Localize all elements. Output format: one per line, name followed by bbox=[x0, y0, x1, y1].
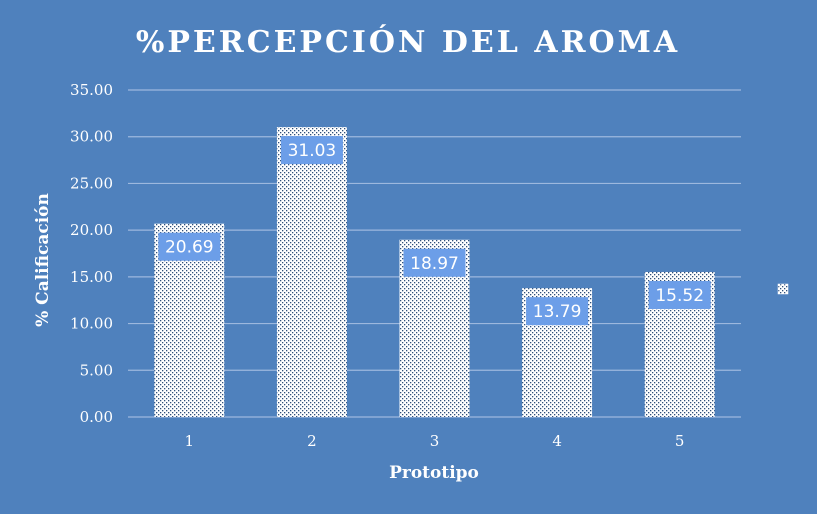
y-axis-title: % Calificación bbox=[33, 193, 53, 327]
data-label-box bbox=[403, 248, 466, 277]
data-label: 31.03 bbox=[288, 141, 337, 161]
data-label: 18.97 bbox=[410, 254, 459, 274]
x-axis-ticks: 1 2 3 4 5 bbox=[185, 432, 685, 450]
y-tick-label: 30.00 bbox=[70, 128, 113, 146]
data-label-box bbox=[648, 280, 711, 309]
legend-swatch bbox=[777, 283, 789, 295]
y-tick-label: 15.00 bbox=[70, 268, 113, 286]
x-tick-label: 2 bbox=[307, 432, 317, 450]
data-label: 13.79 bbox=[533, 302, 582, 322]
y-tick-label: 10.00 bbox=[70, 315, 113, 333]
x-tick-label: 3 bbox=[430, 432, 440, 450]
y-tick-label: 20.00 bbox=[70, 221, 113, 239]
bar bbox=[276, 127, 347, 418]
y-tick-label: 0.00 bbox=[80, 408, 113, 426]
x-tick-label: 5 bbox=[675, 432, 685, 450]
data-labels: 20.69 31.03 18.97 13.79 15.52 bbox=[158, 136, 711, 326]
x-tick-label: 4 bbox=[552, 432, 562, 450]
y-tick-label: 35.00 bbox=[70, 81, 113, 99]
chart-title: %PERCEPCIÓN DEL AROMA bbox=[136, 24, 680, 60]
x-axis-title: Prototipo bbox=[389, 463, 479, 483]
y-tick-label: 25.00 bbox=[70, 174, 113, 192]
x-tick-label: 1 bbox=[185, 432, 195, 450]
y-tick-label: 5.00 bbox=[80, 361, 113, 379]
data-label: 20.69 bbox=[165, 238, 214, 258]
data-label: 15.52 bbox=[655, 286, 704, 306]
data-label-box bbox=[280, 136, 343, 165]
data-label-box bbox=[526, 297, 589, 326]
y-axis-ticks: 0.00 5.00 10.00 15.00 20.00 25.00 30.00 35.00 bbox=[70, 81, 113, 426]
data-label-box bbox=[158, 232, 221, 261]
